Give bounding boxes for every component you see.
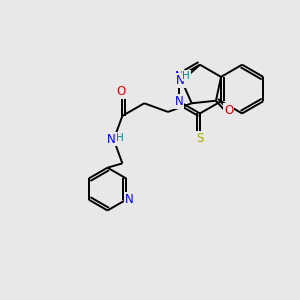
Text: H: H	[182, 71, 190, 81]
Text: O: O	[224, 104, 233, 117]
Text: N: N	[107, 133, 116, 146]
Text: N: N	[174, 70, 183, 83]
Text: N: N	[125, 193, 134, 206]
Text: O: O	[116, 85, 125, 98]
Text: H: H	[116, 133, 124, 142]
Text: N: N	[174, 95, 183, 108]
Text: N: N	[176, 74, 185, 87]
Text: S: S	[196, 132, 204, 145]
